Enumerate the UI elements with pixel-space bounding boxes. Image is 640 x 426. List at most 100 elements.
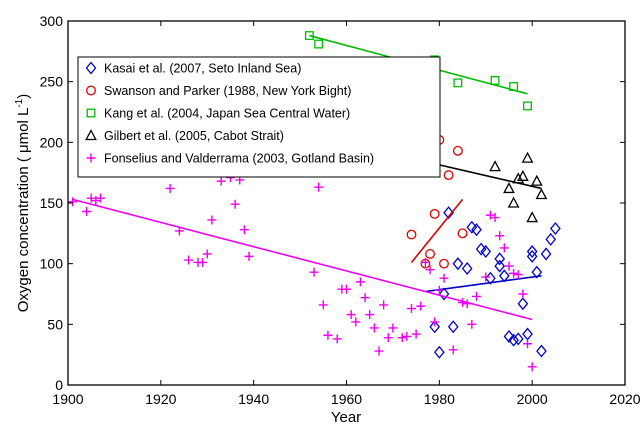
- x-tick-label: 2020: [609, 391, 640, 407]
- data-point-plus: [95, 193, 105, 203]
- plot-area: [68, 31, 561, 372]
- y-tick-label: 0: [55, 377, 63, 393]
- data-point-diamond: [503, 329, 515, 343]
- data-point-diamond: [438, 287, 450, 301]
- data-point-diamond: [526, 249, 538, 263]
- data-point-diamond: [545, 232, 557, 246]
- data-point-plus: [360, 293, 370, 303]
- data-point-plus: [230, 199, 240, 209]
- data-point-diamond: [508, 333, 519, 347]
- data-point-plus: [481, 272, 491, 282]
- data-point-plus: [434, 285, 444, 295]
- legend-label: Kasai et al. (2007, Seto Inland Sea): [104, 62, 301, 76]
- data-point-square: [453, 78, 463, 88]
- data-point-diamond: [480, 245, 492, 259]
- data-point-circle: [429, 208, 440, 219]
- trend-line-circle: [410, 198, 464, 263]
- data-point-plus: [527, 362, 537, 372]
- data-point-plus: [355, 277, 365, 287]
- x-tick-label: 1960: [331, 391, 362, 407]
- data-point-plus: [509, 268, 519, 278]
- data-point-triangle: [535, 188, 548, 200]
- data-point-plus: [314, 182, 324, 192]
- data-point-plus: [495, 231, 505, 241]
- data-point-diamond: [522, 327, 533, 341]
- legend-label: Swanson and Parker (1988, New York Bight…: [104, 84, 351, 98]
- data-point-plus: [504, 261, 514, 271]
- data-point-plus: [397, 333, 407, 343]
- data-point-square: [509, 82, 519, 91]
- data-point-diamond: [531, 265, 543, 279]
- data-point-plus: [485, 210, 495, 220]
- data-point-plus: [420, 257, 430, 267]
- data-point-plus: [332, 334, 342, 344]
- legend-label: Fonselius and Valderrama (2003, Gotland …: [104, 152, 374, 166]
- data-point-diamond: [471, 223, 482, 237]
- x-tick-label: 2000: [517, 391, 548, 407]
- data-point-triangle: [516, 169, 529, 181]
- data-point-circle: [457, 228, 468, 239]
- data-point-diamond: [494, 252, 506, 266]
- y-axis-label-superscript: -1: [14, 98, 25, 107]
- data-point-diamond: [540, 247, 552, 261]
- data-point-plus: [351, 317, 361, 327]
- data-point-triangle: [489, 160, 501, 172]
- data-point-diamond: [452, 257, 464, 271]
- data-point-plus: [374, 346, 384, 356]
- legend-marker-diamond: [85, 61, 97, 75]
- data-point-plus: [471, 291, 481, 301]
- data-point-plus: [244, 251, 254, 261]
- data-point-plus: [323, 330, 333, 340]
- data-point-diamond: [526, 245, 538, 259]
- data-point-plus: [346, 310, 356, 320]
- legend-label: Kang et al. (2004, Japan Sea Central Wat…: [104, 107, 350, 121]
- data-point-plus: [309, 267, 319, 277]
- series-circle: [406, 134, 468, 269]
- data-point-plus: [86, 193, 96, 203]
- data-point-square: [314, 39, 324, 49]
- data-point-diamond: [550, 221, 561, 236]
- y-axis-label-close: ): [15, 94, 32, 99]
- data-point-diamond: [443, 206, 454, 220]
- data-point-circle: [443, 170, 454, 181]
- data-point-plus: [430, 317, 440, 327]
- series-plus: [68, 173, 537, 372]
- y-tick-label: 200: [40, 134, 64, 150]
- data-point-diamond: [447, 320, 459, 334]
- data-point-plus: [174, 226, 184, 236]
- y-tick-label: 300: [40, 13, 64, 29]
- y-axis-label-main: Oxygen concentration ( μmol L: [15, 108, 32, 313]
- data-point-plus: [184, 255, 194, 265]
- y-tick-label: 100: [40, 256, 64, 272]
- data-point-square: [523, 101, 532, 111]
- data-point-triangle: [526, 211, 539, 223]
- data-point-triangle: [507, 196, 520, 208]
- legend-item-gilbert-et-al-2005-cabot: Gilbert et al. (2005, Cabot Strait): [85, 129, 284, 143]
- axes: 1900 1920 1940 1960 1980 2000 2020 0 50 100 150 200…: [40, 13, 640, 407]
- x-tick-label: 1920: [145, 391, 176, 407]
- data-point-plus: [448, 345, 458, 355]
- data-point-plus: [198, 257, 208, 267]
- data-point-plus: [383, 333, 393, 343]
- y-tick-label: 50: [47, 316, 63, 332]
- data-point-plus: [416, 301, 426, 311]
- data-point-plus: [216, 176, 226, 186]
- legend-item-fonselius-and-valderrama: Fonselius and Valderrama (2003, Gotland …: [86, 152, 374, 166]
- data-point-plus: [490, 213, 500, 223]
- legend-marker-plus: [86, 153, 96, 163]
- legend-item-kang-et-al-2004-japan-se: Kang et al. (2004, Japan Sea Central Wat…: [86, 107, 350, 121]
- data-point-diamond: [512, 332, 524, 346]
- y-tick-label: 250: [40, 74, 64, 90]
- data-point-plus: [388, 323, 398, 333]
- data-point-diamond: [494, 259, 506, 273]
- data-point-plus: [318, 300, 328, 310]
- data-point-plus: [458, 297, 468, 307]
- x-tick-label: 1980: [424, 391, 455, 407]
- data-point-plus: [68, 197, 78, 207]
- data-point-plus: [439, 273, 449, 283]
- x-tick-label: 1940: [238, 391, 269, 407]
- data-point-diamond: [498, 269, 510, 283]
- data-point-triangle: [530, 174, 543, 186]
- data-point-circle: [406, 229, 417, 240]
